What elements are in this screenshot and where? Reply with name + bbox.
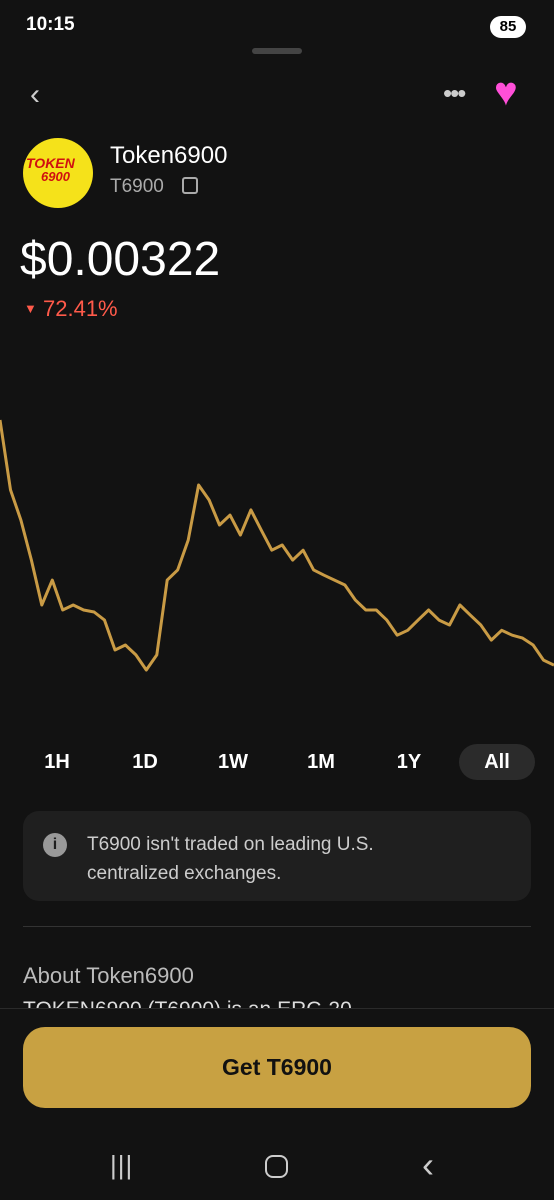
info-icon: i <box>43 833 67 857</box>
price-line <box>0 419 554 672</box>
more-button[interactable]: ••• <box>443 78 466 108</box>
change-value: 72.41% <box>43 296 118 321</box>
nav-recents[interactable]: ||| <box>110 1150 134 1180</box>
range-button[interactable]: 1H <box>44 751 70 773</box>
token-name: Token6900 <box>110 142 228 169</box>
back-button[interactable]: ‹ <box>30 78 40 111</box>
status-time: 10:15 <box>26 14 75 35</box>
price: $0.00322 <box>20 233 221 286</box>
range-button[interactable]: 1M <box>307 751 335 773</box>
battery: 85 <box>490 16 526 38</box>
price-change: ▼ 72.41% <box>24 296 118 321</box>
notice-box: i T6900 isn't traded on leading U.S. cen… <box>23 811 531 901</box>
notice-text: T6900 isn't traded on leading U.S. centr… <box>87 834 374 884</box>
range-button[interactable]: All <box>459 744 535 780</box>
range-button[interactable]: 1W <box>218 751 248 773</box>
logo-text: 6900 <box>41 169 70 184</box>
logo-text: TOKEN <box>26 155 75 171</box>
range-button[interactable]: 1D <box>132 751 158 773</box>
copy-icon[interactable] <box>182 177 198 194</box>
token-symbol: T6900 <box>110 176 164 197</box>
nav-back[interactable]: ‹ <box>422 1144 434 1185</box>
favorite-button[interactable]: ♥ <box>494 70 518 114</box>
token-logo: TOKEN 6900 <box>23 138 93 208</box>
divider <box>23 926 531 927</box>
sheet-handle <box>252 48 302 54</box>
get-button[interactable]: Get T6900 <box>23 1027 531 1108</box>
range-button[interactable]: 1Y <box>396 751 422 773</box>
nav-home[interactable] <box>265 1155 288 1178</box>
about-title: About Token6900 <box>23 963 194 988</box>
